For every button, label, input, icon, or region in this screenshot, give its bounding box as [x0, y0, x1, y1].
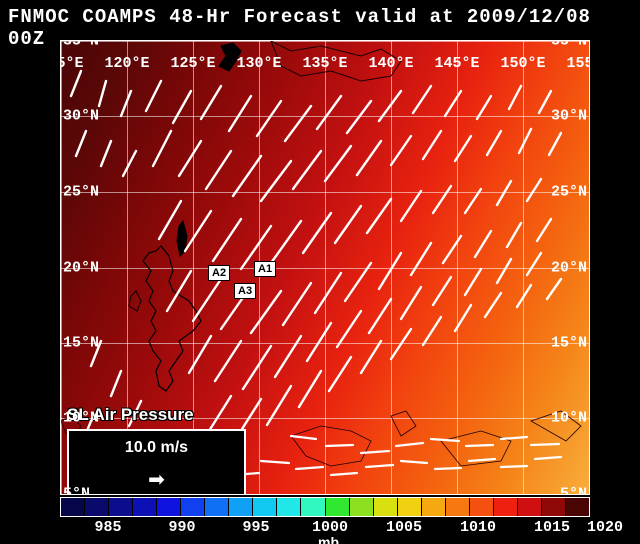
axis-label-lon-140: 140°E	[368, 55, 413, 72]
axis-label-lon-115: 115°E	[60, 55, 84, 72]
colorbar-tick-995: 995	[242, 519, 269, 536]
colorbar-tick-1005: 1005	[386, 519, 422, 536]
colorbar-tick-985: 985	[94, 519, 121, 536]
colorbar-segment-19	[518, 498, 542, 516]
axis-label-lon-150: 150°E	[500, 55, 545, 72]
colorbar-segment-10	[301, 498, 325, 516]
axis-label-lat-25-left: 25°N	[63, 183, 99, 200]
colorbar-segment-3	[133, 498, 157, 516]
colorbar-segment-11	[326, 498, 350, 516]
gridline-lat	[61, 268, 589, 269]
region-label-a2: A2	[208, 265, 230, 281]
axis-label-lat-30-right: 30°N	[551, 108, 587, 125]
colorbar-segment-20	[542, 498, 566, 516]
region-label-a3: A3	[234, 283, 256, 299]
colorbar-tick-1020: 1020	[587, 519, 623, 536]
region-label-a1: A1	[254, 261, 276, 277]
colorbar-segment-4	[157, 498, 181, 516]
colorbar-segment-8	[253, 498, 277, 516]
colorbar-segment-12	[350, 498, 374, 516]
axis-label-lat-35-left: 35°N	[63, 40, 99, 50]
colorbar-segment-6	[205, 498, 229, 516]
axis-label-lat-15-left: 15°N	[63, 334, 99, 351]
colorbar-segment-13	[374, 498, 398, 516]
wind-speed-legend-arrow-icon: ➡	[148, 467, 165, 492]
gridline-lat	[61, 494, 589, 495]
gridline-lat	[61, 192, 589, 193]
axis-label-lon-130: 130°E	[236, 55, 281, 72]
forecast-map-plot: A2 A1 A3 SL Air Pressure 10.0 m/s ➡ 115°…	[60, 40, 590, 495]
axis-label-lat-15-right: 15°N	[551, 334, 587, 351]
colorbar-segment-9	[277, 498, 301, 516]
gridline-lat	[61, 343, 589, 344]
gridline-lon	[589, 41, 590, 494]
colorbar-tick-1010: 1010	[460, 519, 496, 536]
pressure-colorbar[interactable]	[60, 497, 590, 517]
gridline-lat	[61, 41, 589, 42]
colorbar-segment-0	[61, 498, 85, 516]
colorbar-unit-label: mb	[318, 534, 339, 544]
colorbar-segment-2	[109, 498, 133, 516]
colorbar-segment-16	[446, 498, 470, 516]
colorbar-segment-7	[229, 498, 253, 516]
forecast-map-window: FNMOC COAMPS 48-Hr Forecast valid at 200…	[0, 0, 640, 544]
axis-label-lon-120: 120°E	[104, 55, 149, 72]
axis-label-lat-5-right: 5°N	[560, 486, 587, 496]
colorbar-segment-18	[494, 498, 518, 516]
axis-label-lon-155: 155°E	[566, 55, 590, 72]
axis-label-lat-20-right: 20°N	[551, 259, 587, 276]
axis-label-lon-125: 125°E	[170, 55, 215, 72]
wind-speed-legend-box: 10.0 m/s ➡	[67, 429, 246, 495]
axis-label-lat-30-left: 30°N	[63, 108, 99, 125]
colorbar-segment-1	[85, 498, 109, 516]
axis-label-lon-135: 135°E	[302, 55, 347, 72]
colorbar-segment-17	[470, 498, 494, 516]
axis-label-lat-35-right: 35°N	[551, 40, 587, 50]
axis-label-lat-10-left: 10°N	[63, 410, 99, 427]
axis-label-lat-20-left: 20°N	[63, 259, 99, 276]
colorbar-segment-5	[181, 498, 205, 516]
colorbar-segment-14	[398, 498, 422, 516]
axis-label-lon-145: 145°E	[434, 55, 479, 72]
colorbar-segment-15	[422, 498, 446, 516]
wind-speed-legend-value: 10.0 m/s	[69, 439, 244, 457]
colorbar-tick-990: 990	[168, 519, 195, 536]
axis-label-lat-5-left: 5°N	[63, 486, 90, 496]
axis-label-lat-25-right: 25°N	[551, 183, 587, 200]
axis-label-lat-10-right: 10°N	[551, 410, 587, 427]
colorbar-segment-21	[566, 498, 589, 516]
gridline-lat	[61, 116, 589, 117]
colorbar-tick-1015: 1015	[534, 519, 570, 536]
